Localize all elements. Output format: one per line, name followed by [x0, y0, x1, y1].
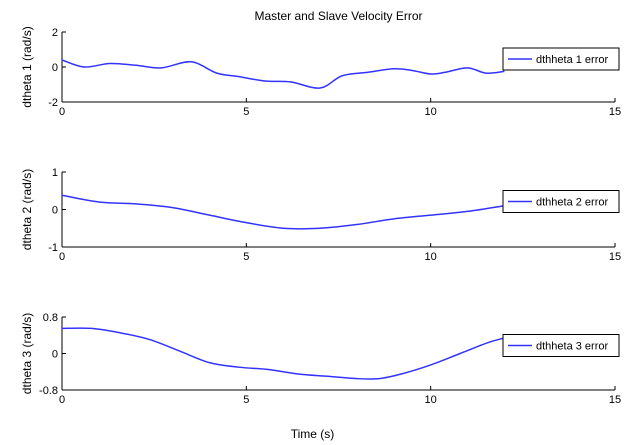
legend-label: dthheta 3 error	[536, 341, 608, 353]
y-tick-label: 0	[52, 205, 58, 217]
x-tick-label: 10	[425, 251, 437, 263]
y-tick-label: 0	[52, 349, 58, 361]
x-tick-label: 15	[609, 106, 621, 118]
legend-label: dthheta 1 error	[536, 54, 608, 66]
series-line-1	[61, 327, 512, 380]
x-tick-label: 5	[243, 394, 249, 406]
y-tick-label: 0	[52, 62, 58, 74]
y-axis-label: dtheta 1 (rad/s)	[20, 26, 34, 107]
chart-title: Master and Slave Velocity Error	[254, 9, 422, 23]
y-axis-label: dtheta 2 (rad/s)	[20, 169, 34, 250]
x-tick-label: 0	[59, 251, 65, 263]
series-line-1	[61, 194, 505, 230]
y-tick-label: -2	[48, 97, 58, 109]
y-tick-label: -0.8	[39, 385, 58, 397]
y-tick-label: 2	[52, 27, 58, 39]
x-tick-label: 10	[425, 394, 437, 406]
y-tick-label: 1	[52, 167, 58, 179]
series-line-1	[61, 59, 505, 89]
x-tick-label: 5	[243, 251, 249, 263]
y-tick-label: 0.8	[43, 312, 58, 324]
x-tick-label: 5	[243, 106, 249, 118]
legend: dthheta 1 error	[502, 47, 620, 71]
x-tick-label: 15	[609, 394, 621, 406]
x-axis-label: Time (s)	[291, 427, 335, 441]
x-tick-label: 0	[59, 106, 65, 118]
y-tick-label: -1	[48, 242, 58, 254]
x-tick-label: 10	[425, 106, 437, 118]
legend: dthheta 2 error	[502, 190, 620, 213]
legend-box	[502, 47, 620, 71]
x-tick-label: 0	[59, 394, 65, 406]
legend-box	[502, 190, 620, 213]
x-tick-label: 15	[609, 251, 621, 263]
y-axis-label: dtheta 3 (rad/s)	[20, 313, 34, 394]
legend: dthheta 3 error	[502, 334, 620, 357]
legend-label: dthheta 2 error	[536, 197, 608, 209]
legend-box	[502, 334, 620, 357]
